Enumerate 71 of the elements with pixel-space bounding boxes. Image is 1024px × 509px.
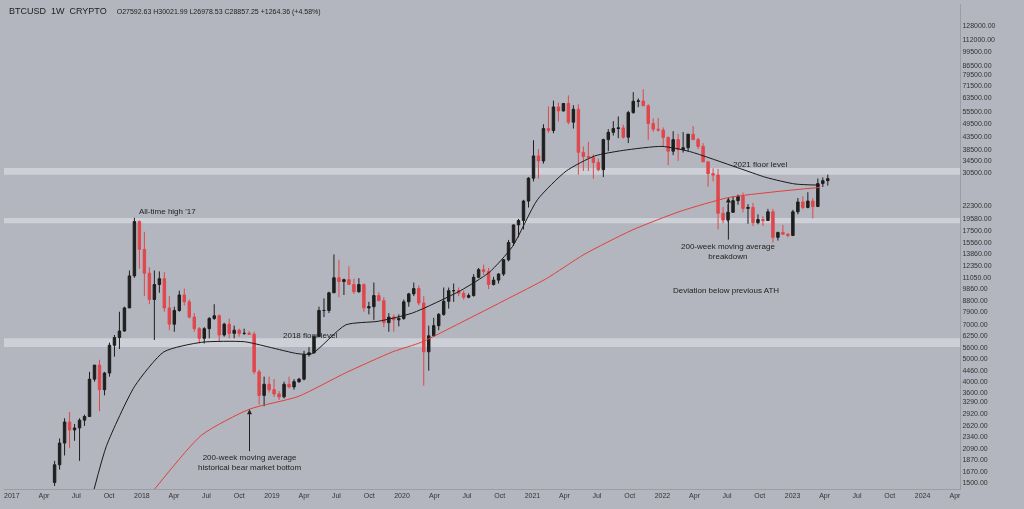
candlestick — [102, 371, 107, 396]
candlestick — [571, 104, 576, 130]
candlestick — [811, 197, 815, 219]
candlestick — [676, 133, 680, 162]
candlestick — [581, 145, 586, 172]
annotation: 200-week moving average historical bear market bottom — [198, 453, 302, 473]
candlestick — [222, 322, 226, 338]
candlestick — [491, 276, 496, 286]
candlestick — [387, 312, 391, 333]
candlestick — [576, 103, 581, 176]
candlestick — [107, 342, 112, 378]
candlestick — [87, 371, 92, 417]
candlestick — [97, 359, 102, 412]
candlestick — [551, 100, 556, 134]
candlestick — [761, 215, 765, 227]
candlestick — [561, 102, 566, 112]
candlestick — [117, 311, 122, 350]
candlestick — [771, 208, 775, 244]
candlestick — [746, 203, 750, 225]
candlestick — [137, 220, 142, 270]
candlestick — [112, 334, 117, 358]
candlestick — [142, 231, 147, 297]
candlestick — [342, 278, 346, 296]
candlestick — [481, 264, 486, 276]
candlestick — [57, 438, 62, 471]
chart-title: BTCUSD 1W CRYPTO — [9, 6, 107, 16]
candlestick — [92, 364, 97, 383]
candlestick — [566, 94, 571, 125]
candlestick — [72, 423, 77, 442]
annotation: 2021 floor level — [733, 160, 788, 169]
candlestick — [62, 417, 67, 456]
candlestick — [531, 139, 536, 182]
candlestick — [152, 270, 157, 341]
candlestick — [496, 272, 501, 285]
candlestick — [317, 306, 321, 338]
candlestick — [756, 213, 760, 225]
candlestick — [586, 141, 591, 172]
candlestick — [82, 414, 87, 427]
annotation: 200-week moving average breakdown — [681, 242, 776, 262]
candlestick — [77, 417, 82, 462]
annotation: All-time high '17 — [139, 207, 197, 216]
candlestick — [147, 266, 152, 305]
candlestick — [287, 376, 291, 389]
candlestick — [591, 153, 596, 180]
candlestick — [262, 376, 266, 407]
candlestick — [526, 176, 531, 208]
candlestick — [741, 192, 745, 213]
candlestick — [227, 317, 231, 339]
candlestick — [546, 105, 551, 134]
candlestick — [751, 202, 755, 227]
candlestick — [357, 277, 361, 294]
candlestick — [237, 328, 241, 338]
candlestick — [541, 123, 546, 165]
candlestick — [217, 313, 221, 343]
candlestick — [67, 411, 72, 449]
candlestick — [52, 460, 57, 487]
candlestick — [776, 231, 780, 242]
candlestick — [282, 381, 286, 399]
candlestick — [127, 270, 132, 309]
candlestick — [766, 208, 770, 222]
candlestick — [322, 297, 326, 318]
candlestick — [801, 195, 805, 210]
candlestick — [232, 325, 236, 339]
candlestick — [461, 290, 466, 301]
candlestick — [536, 148, 541, 180]
annotation: Deviation below previous ATH — [673, 286, 780, 295]
candlestick — [621, 124, 625, 140]
candlestick — [362, 283, 366, 313]
candlestick — [806, 191, 810, 209]
candlestick — [337, 259, 341, 298]
candlestick — [556, 102, 561, 123]
